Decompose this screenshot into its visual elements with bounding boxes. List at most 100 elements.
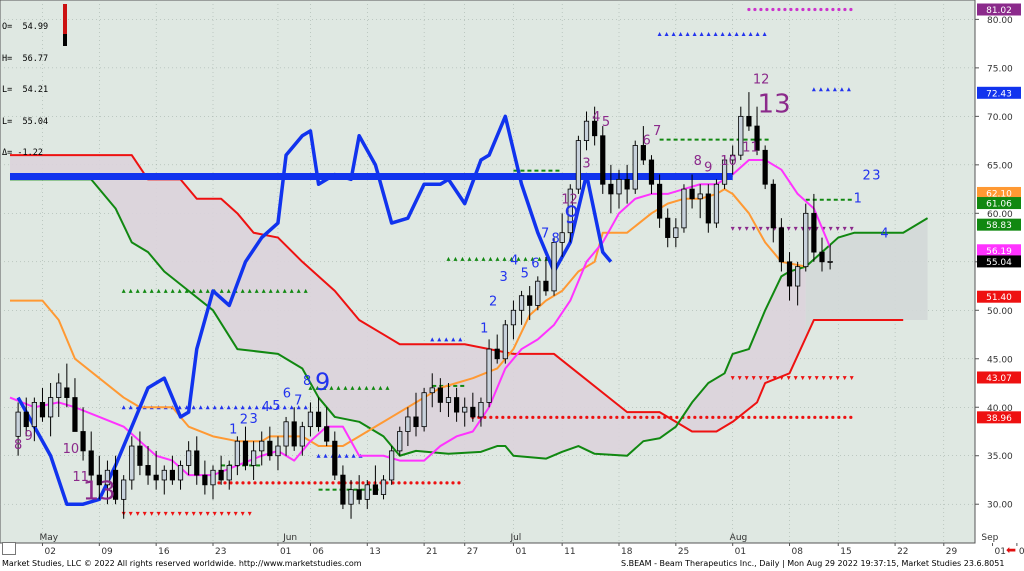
candle-body [72, 397, 78, 432]
candle-body [348, 489, 354, 505]
ichimoku-cloud [10, 155, 806, 459]
candle-body [559, 232, 565, 243]
level-triangle-up [444, 337, 449, 342]
candle [527, 286, 533, 320]
level-triangle-up [219, 405, 224, 410]
candle [648, 155, 655, 194]
left-arrow-icon[interactable]: ⬅ [1006, 543, 1017, 557]
level-triangle-up [846, 87, 851, 92]
candle-body [453, 397, 460, 413]
y-tick-label: 80.00 [987, 16, 1013, 26]
price-tag [977, 290, 1021, 303]
candle [210, 465, 216, 500]
price-tag-label: 43.07 [986, 374, 1012, 384]
candle-body [88, 450, 94, 476]
price-tag-label: 72.43 [986, 89, 1012, 99]
status-footer: Market Studies, LLC © 2022 All rights re… [0, 558, 1024, 571]
candle-body [486, 348, 492, 403]
candle-body [657, 183, 663, 219]
count-label: 4 [880, 227, 888, 242]
ohlc-high: H= 56.77 [2, 53, 49, 64]
count-label: 9 [704, 161, 712, 176]
candle-body [202, 474, 208, 486]
candle-body [421, 392, 427, 428]
level-dot [777, 415, 781, 419]
price-tag [977, 197, 1021, 210]
candle [72, 378, 78, 432]
candle-body [186, 450, 192, 466]
level-marker-row [121, 405, 308, 410]
level-triangle-up [474, 256, 479, 261]
level-triangle-up [170, 288, 175, 293]
level-triangle-down [849, 376, 854, 381]
x-day-label: 29 [946, 547, 958, 557]
candle [202, 460, 208, 495]
level-triangle-down [821, 376, 826, 381]
candle-body [275, 445, 281, 457]
candle [713, 179, 720, 228]
level-marker-row [430, 337, 463, 342]
y-tick-label: 70.00 [987, 113, 1013, 123]
level-triangle-up [191, 405, 196, 410]
count-label: 13 [83, 476, 116, 506]
count-label: 12 [561, 193, 578, 208]
candle [356, 475, 362, 505]
candle [502, 319, 508, 364]
candle [746, 92, 752, 131]
level-triangle-down [247, 511, 252, 516]
level-dot [675, 415, 679, 419]
level-triangle-up [664, 31, 669, 36]
level-dot [247, 481, 251, 485]
level-dot [457, 481, 461, 485]
candle-body [121, 479, 127, 500]
corner-toggle-box[interactable] [2, 542, 16, 555]
level-dot [337, 481, 341, 485]
candle-body [15, 411, 21, 437]
level-triangle-up [254, 405, 259, 410]
candle [608, 164, 614, 214]
candle-body [218, 469, 224, 481]
level-dot [729, 415, 733, 419]
candle-body [56, 382, 62, 398]
count-label: 8 [303, 374, 311, 389]
candle [88, 431, 94, 485]
candle-body [730, 154, 736, 161]
candle-body [48, 397, 54, 418]
candle-body [681, 188, 687, 229]
level-triangle-up [720, 31, 725, 36]
level-triangle-up [128, 288, 133, 293]
candle [827, 244, 833, 270]
candle [307, 402, 314, 437]
level-triangle-up [268, 288, 273, 293]
candle [348, 479, 354, 519]
count-label: 7 [653, 124, 661, 139]
x-day-label: 01 [995, 547, 1006, 557]
readout-bar [63, 4, 67, 34]
level-triangle-down [807, 226, 812, 231]
candle-body [494, 348, 500, 360]
level-triangle-up [741, 31, 746, 36]
level-dot [831, 7, 835, 12]
candle [494, 334, 500, 364]
level-dot [295, 481, 299, 485]
price-tag-label: 55.04 [986, 258, 1012, 268]
level-triangle-up [350, 385, 355, 390]
level-triangle-down [744, 226, 749, 231]
level-triangle-up [296, 405, 301, 410]
candle [234, 436, 240, 476]
candle-body [31, 402, 37, 428]
level-triangle-up [378, 385, 383, 390]
x-month-label: Sep [981, 533, 998, 543]
level-dot [747, 7, 751, 12]
candle-body [389, 450, 395, 481]
candle-body [242, 440, 249, 466]
candle [39, 387, 46, 422]
candle-body [600, 135, 606, 185]
ohlc-last: L= 55.04 [2, 116, 49, 127]
level-triangle-up [839, 87, 844, 92]
candle [543, 256, 549, 296]
candle [259, 431, 265, 466]
count-label: 12 [753, 72, 770, 87]
level-triangle-up [343, 385, 348, 390]
level-triangle-up [371, 385, 376, 390]
